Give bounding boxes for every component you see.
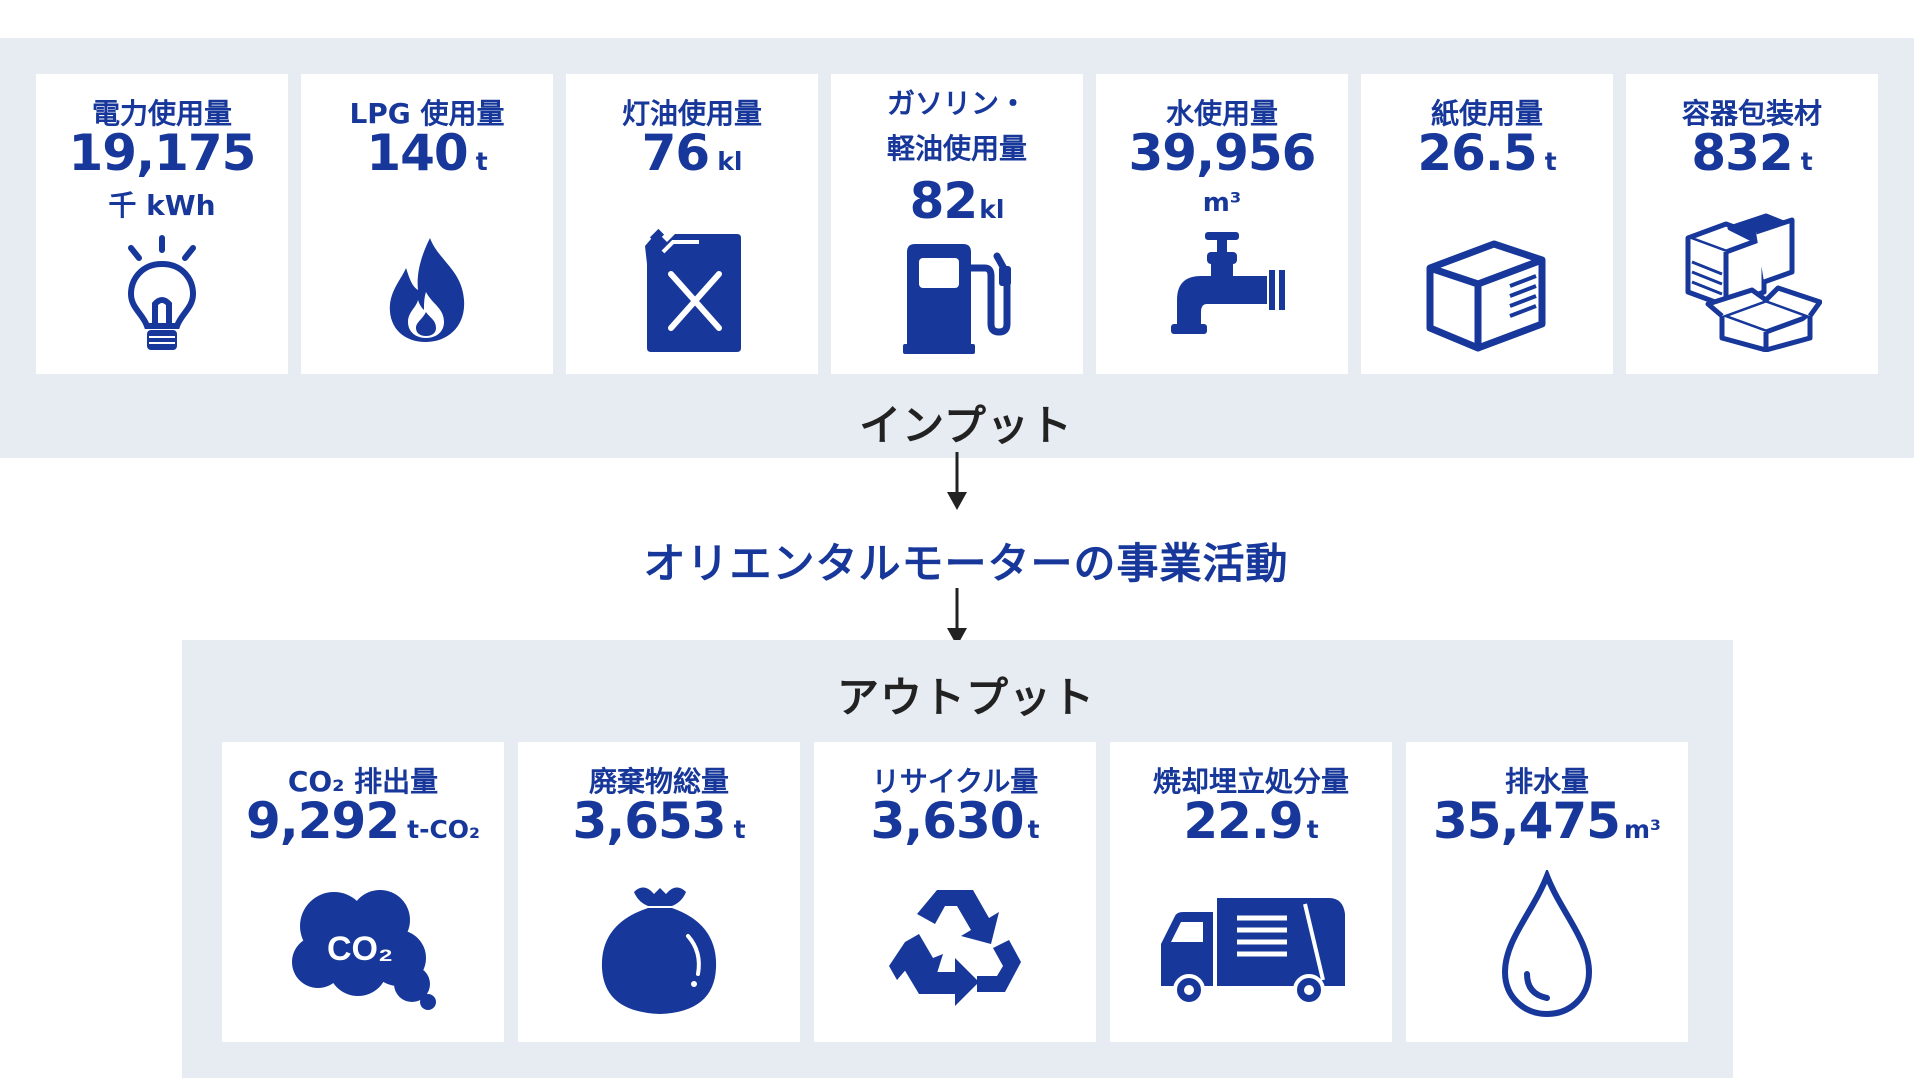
card-unit: t <box>475 147 488 176</box>
card-value: 76 <box>641 124 711 182</box>
card-value: 832 <box>1691 124 1793 182</box>
card-label: 紙使用量 <box>1430 97 1543 130</box>
card-value: 140 <box>366 124 468 182</box>
card-label: 水使用量 <box>1165 97 1278 130</box>
output-title: アウトプット <box>836 673 1095 722</box>
output-card-waste: 廃棄物総量 3,653 t <box>518 742 800 1042</box>
card-unit: m³ <box>1623 815 1661 844</box>
input-card-kerosene: 灯油使用量 76 kl <box>566 74 818 374</box>
card-value: 82 <box>909 172 979 230</box>
card-value: 35,475 <box>1433 792 1621 850</box>
card-label: 電力使用量 <box>91 97 232 130</box>
card-unit: m³ <box>1202 188 1242 218</box>
card-unit: t <box>1027 815 1040 844</box>
card-value: 3,653 <box>572 792 726 850</box>
card-value: 39,956 <box>1128 124 1317 182</box>
arrow-down-icon <box>945 452 969 516</box>
input-card-water: 水使用量 39,956 m³ <box>1096 74 1348 374</box>
paper-box-icon <box>1422 224 1552 354</box>
card-value: 26.5 <box>1417 124 1537 182</box>
water-drop-icon <box>1497 870 1597 1020</box>
card-label: 灯油使用量 <box>621 97 762 130</box>
output-card-recycle: リサイクル量 3,630 t <box>814 742 1096 1042</box>
recycle-icon <box>885 882 1025 1012</box>
flame-icon <box>382 234 472 344</box>
input-card-electricity: 電力使用量 19,175 千 kWh <box>36 74 288 374</box>
business-activity-label: オリエンタルモーターの事業活動 <box>643 539 1289 588</box>
card-unit: 千 kWh <box>108 189 216 222</box>
output-card-co2: CO₂ 排出量 9,292 t-CO₂ CO₂ <box>222 742 504 1042</box>
lightbulb-icon <box>117 234 207 354</box>
input-card-gasoline: ガソリン・ 軽油使用量 82kl <box>831 74 1083 374</box>
output-card-wastewater: 排水量 35,475 m³ <box>1406 742 1688 1042</box>
garbage-truck-icon <box>1153 894 1349 1006</box>
card-value: 3,630 <box>870 792 1024 850</box>
garbage-bag-icon <box>594 878 724 1018</box>
input-card-packaging: 容器包装材 832 t <box>1626 74 1878 374</box>
card-unit: kl <box>979 195 1005 224</box>
fuel-can-icon <box>637 224 747 354</box>
card-value: 9,292 <box>245 792 400 850</box>
card-label-line2: 軽油使用量 <box>886 132 1027 165</box>
input-title: インプット <box>859 401 1073 450</box>
card-unit: t <box>1306 815 1319 844</box>
card-label: リサイクル量 <box>871 765 1039 798</box>
card-label: 廃棄物総量 <box>588 765 729 798</box>
card-label: LPG 使用量 <box>349 97 505 130</box>
card-label: 容器包装材 <box>1681 97 1822 130</box>
card-label: 焼却埋立処分量 <box>1152 765 1349 798</box>
packaging-boxes-icon <box>1682 212 1822 352</box>
card-unit: t <box>1544 147 1557 176</box>
card-label: 排水量 <box>1504 765 1589 798</box>
card-value: 22.9 <box>1183 792 1303 850</box>
input-card-paper: 紙使用量 26.5 t <box>1361 74 1613 374</box>
co2-icon-text: CO₂ <box>327 930 393 968</box>
card-label: CO₂ 排出量 <box>287 765 439 798</box>
card-label: ガソリン・ 軽油使用量 <box>831 86 1083 166</box>
input-card-lpg: LPG 使用量 140 t <box>301 74 553 374</box>
water-faucet-icon <box>1157 228 1287 338</box>
card-unit: t <box>1800 147 1813 176</box>
gas-pump-icon <box>897 240 1017 356</box>
output-card-landfill: 焼却埋立処分量 22.9 t <box>1110 742 1392 1042</box>
co2-cloud-icon: CO₂ <box>288 882 438 1012</box>
card-unit: kl <box>717 147 743 176</box>
card-unit: t-CO₂ <box>407 815 481 844</box>
card-label-line1: ガソリン・ <box>886 87 1027 120</box>
arrow-down-icon <box>945 588 969 652</box>
card-unit: t <box>733 815 746 844</box>
card-value: 19,175 <box>68 124 257 182</box>
